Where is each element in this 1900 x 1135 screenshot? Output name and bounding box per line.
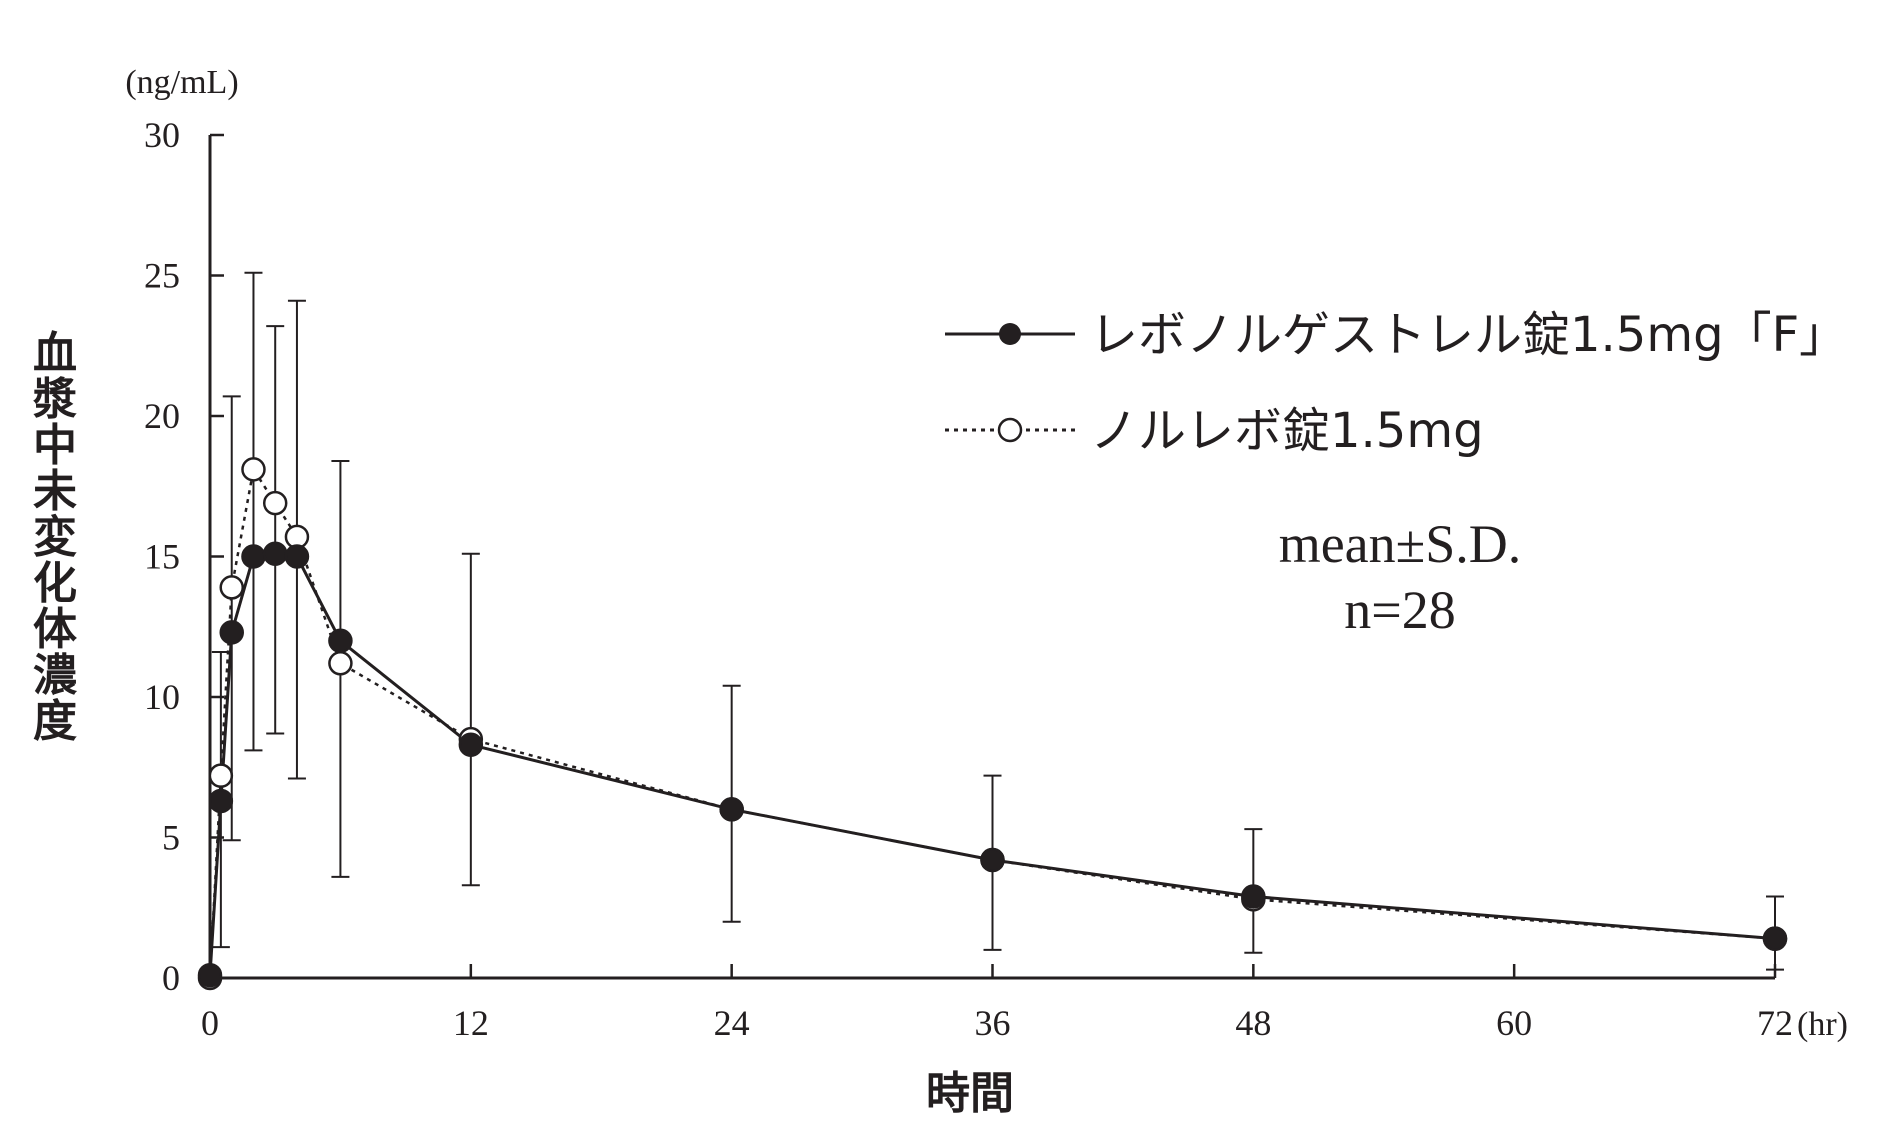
y-tick-label: 30 bbox=[144, 115, 180, 155]
y-tick-label: 20 bbox=[144, 396, 180, 436]
data-point-series-2 bbox=[328, 651, 353, 676]
legend: レボノルゲストレル錠1.5mg「F」 ノルレボ錠1.5mg bbox=[945, 307, 1847, 459]
x-tick-label: 0 bbox=[201, 1003, 219, 1043]
data-points bbox=[197, 457, 1788, 991]
x-tick-label: 48 bbox=[1235, 1003, 1271, 1043]
data-point-series-1 bbox=[208, 788, 234, 814]
x-tick-label: 24 bbox=[714, 1003, 750, 1043]
y-tick-label: 0 bbox=[162, 958, 180, 998]
data-point-series-2 bbox=[208, 763, 234, 788]
y-axis-title-char: 漿 bbox=[33, 374, 77, 425]
data-point-series-1 bbox=[197, 962, 223, 988]
y-axis-title-char: 体 bbox=[33, 604, 77, 655]
x-tick-label: 36 bbox=[975, 1003, 1011, 1043]
data-point-series-1 bbox=[262, 541, 288, 566]
x-axis-title: 時間 bbox=[926, 1068, 1014, 1119]
data-point-series-1 bbox=[1762, 926, 1788, 951]
y-axis-title-char: 中 bbox=[33, 420, 77, 471]
y-axis-title-char: 未 bbox=[33, 466, 77, 517]
x-axis-unit: (hr) bbox=[1797, 1006, 1848, 1043]
axes: 0 5 10 15 20 25 30 0 12 24 36 48 60 72 bbox=[144, 115, 1793, 1043]
data-point-series-1 bbox=[980, 847, 1005, 873]
data-point-series-1 bbox=[328, 628, 353, 654]
data-point-series-1 bbox=[219, 620, 244, 645]
data-point-series-1 bbox=[1241, 884, 1266, 909]
x-tick-label: 72 bbox=[1757, 1003, 1793, 1043]
data-point-series-2 bbox=[219, 575, 244, 600]
data-point-series-1 bbox=[241, 544, 266, 569]
y-axis-title-char: 変 bbox=[33, 512, 77, 563]
legend-marker-series-2 bbox=[997, 417, 1023, 443]
y-axis-title-char: 度 bbox=[33, 696, 77, 747]
legend-marker-series-1 bbox=[999, 323, 1021, 345]
data-point-series-2 bbox=[262, 490, 288, 516]
y-tick-label: 15 bbox=[144, 537, 180, 577]
data-point-series-1 bbox=[284, 544, 310, 569]
x-tick-label: 12 bbox=[453, 1003, 489, 1043]
y-axis-title-char: 血 bbox=[33, 328, 77, 379]
y-tick-label: 10 bbox=[144, 677, 180, 717]
annotation-mean-sd: mean±S.D. bbox=[1279, 514, 1522, 574]
y-axis-title-char: 濃 bbox=[33, 650, 78, 701]
y-tick-label: 25 bbox=[144, 256, 180, 296]
data-point-series-1 bbox=[458, 732, 484, 758]
annotation-n: n=28 bbox=[1344, 580, 1455, 640]
legend-label-series-2: ノルレボ錠1.5mg bbox=[1090, 403, 1484, 459]
legend-label-series-1: レボノルゲストレル錠1.5mg「F」 bbox=[1090, 307, 1847, 363]
data-point-series-2 bbox=[241, 457, 266, 482]
y-tick-label: 5 bbox=[162, 818, 180, 858]
data-point-series-1 bbox=[719, 797, 744, 822]
series-line-1 bbox=[208, 552, 1776, 976]
y-axis-unit: (ng/mL) bbox=[125, 64, 238, 101]
series-line-2 bbox=[208, 466, 1776, 979]
series-lines bbox=[208, 466, 1776, 979]
x-tick-label: 60 bbox=[1496, 1003, 1532, 1043]
y-axis-title-char: 化 bbox=[33, 558, 77, 609]
